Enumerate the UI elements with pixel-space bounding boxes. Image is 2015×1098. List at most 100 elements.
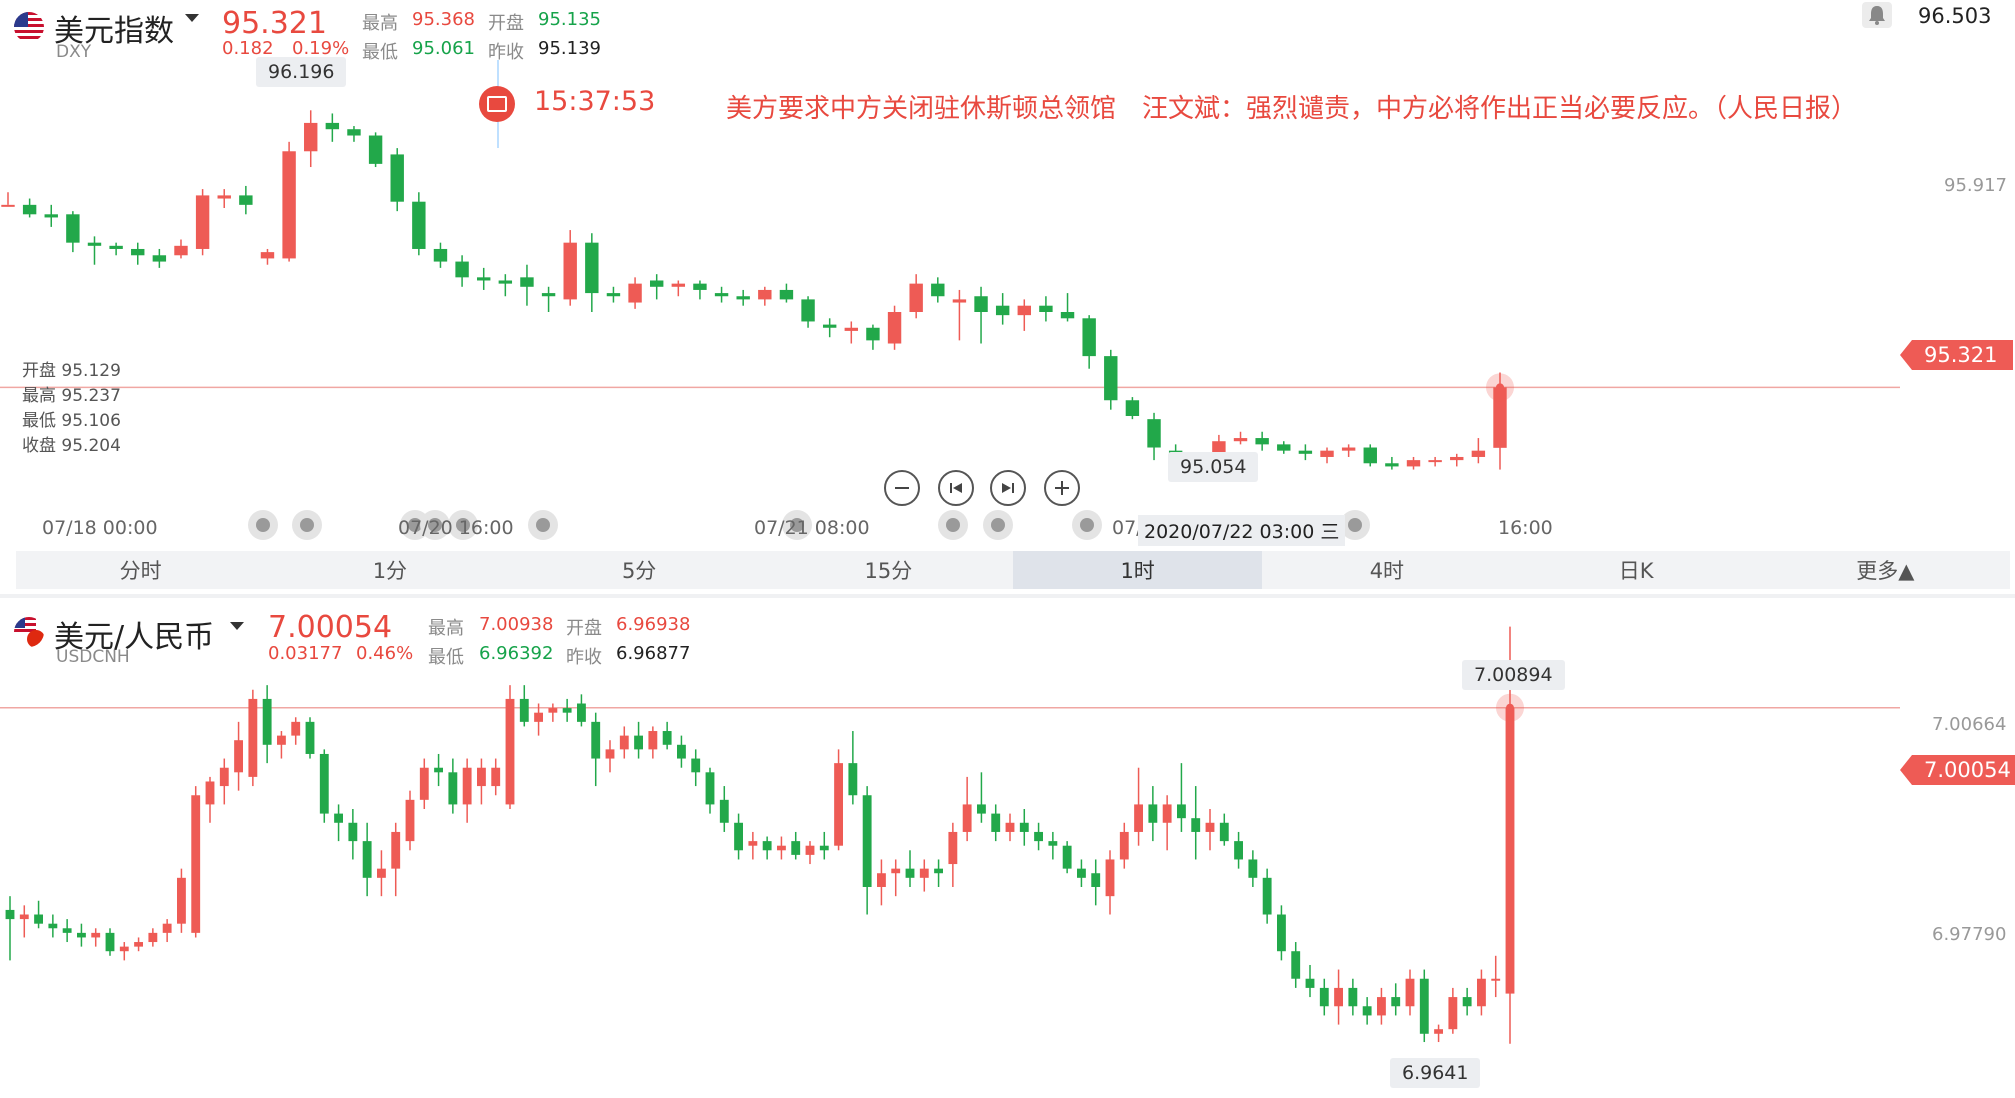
bottom-instrument-dropdown-icon[interactable] [230,622,244,630]
candle-body [505,698,515,805]
top-instrument-dropdown-icon[interactable] [185,14,199,22]
candle-body [1477,978,1486,1007]
event-marker-4[interactable] [420,510,450,540]
event-marker-5[interactable] [448,510,478,540]
candle-body [931,283,945,297]
tab-1hour[interactable]: 1时 [1013,551,1263,589]
candle-body [91,932,101,938]
top-current-price-tag: 95.321 [1900,340,2014,370]
tab-timeshare[interactable]: 分时 [119,559,162,583]
candle-body [195,195,210,249]
candle-body [177,877,186,924]
candle-body [491,767,501,787]
candle-body [498,280,513,284]
candle-body [1147,419,1161,448]
bottom-high-label: 最高 [428,618,464,639]
candle-body [1234,841,1243,860]
candle-body [748,841,758,846]
candle-body [377,868,386,878]
candle-body [1305,978,1315,988]
candle-body [362,841,372,878]
event-marker-1[interactable] [248,510,278,540]
bottom-instrument-name[interactable]: 美元/人民币 [54,620,215,655]
tab-4hour[interactable]: 4时 [1369,559,1405,583]
candle-body [262,698,272,745]
candle-body [606,293,621,297]
candle-body [819,845,829,851]
zoom-in-button[interactable] [1044,470,1080,506]
tab-5min[interactable]: 5分 [621,559,657,583]
candle-body [948,831,958,865]
candle-body [219,767,229,787]
event-marker-2[interactable] [292,510,322,540]
bottom-low-bubble: 6.9641 [1390,1058,1481,1088]
candle-body [605,749,615,759]
candle-body [1262,877,1272,915]
candle-body [1177,804,1186,819]
candle-body [234,740,243,773]
candle-body [304,122,318,152]
alert-value: 96.503 [1918,4,1992,28]
candle-body [477,767,486,787]
tab-more[interactable]: 更多▲ [1856,559,1915,583]
candle-body [691,758,701,773]
candle-body [991,813,1001,832]
candle-body [62,928,72,933]
event-marker-8[interactable] [938,510,968,540]
alert-bell-icon[interactable] [1862,2,1892,28]
event-marker-10[interactable] [1072,510,1102,540]
skip-forward-button[interactable] [990,470,1026,506]
candle-body [719,799,729,823]
bottom-axis-right-label: 7.00664 [1932,714,2007,735]
skip-back-button[interactable] [938,470,974,506]
event-marker-9[interactable] [983,510,1013,540]
candle-body [1434,1029,1443,1034]
candle-body [834,763,843,846]
candle-body [1391,997,1401,1007]
event-marker-6[interactable] [528,510,558,540]
candle-body [109,245,123,249]
tab-daily[interactable]: 日K [1618,559,1654,583]
candle-body [1017,305,1031,316]
candle-body [877,873,886,887]
candle-body [1082,318,1096,357]
candle-body [1320,450,1334,457]
candle-body [1105,859,1115,897]
top-instrument-code: DXY [56,42,92,62]
tab-1min[interactable]: 1分 [372,559,408,583]
candle-body [405,799,415,842]
candle-body [1148,804,1158,823]
x-tick-label: 07/21 08:00 [754,517,870,539]
candle-body [974,296,988,312]
zoom-out-button[interactable] [884,470,920,506]
bottom-price: 7.00054 [268,610,393,645]
candle-body [1125,400,1140,416]
candle-body [390,154,404,202]
candle-body [1091,873,1101,887]
candle-body [1039,305,1053,312]
usdcnh-candlestick-chart[interactable] [0,598,2015,1098]
candle-body [1428,460,1442,463]
candle-body [736,296,750,300]
candle-body [77,932,86,938]
candle-body [1248,859,1258,878]
tab-15min[interactable]: 15分 [864,559,913,583]
ohlc-open: 开盘 95.129 [22,361,121,381]
candle-body [1077,868,1086,878]
candle-body [1219,822,1229,842]
news-headline[interactable]: 美方要求中方关闭驻休斯顿总领馆 汪文斌：强烈谴责，中方必将作出正当必要反应。（人… [726,94,1858,124]
top-instrument-name[interactable]: 美元指数 [54,14,174,49]
candle-body [534,712,543,722]
candle-body [1419,978,1429,1034]
candle-body [1019,822,1029,832]
candle-body [619,735,629,750]
event-marker-7[interactable] [782,510,812,540]
candle-body [671,283,686,287]
candle-body [563,242,577,300]
bottom-current-price-tag: 7.00054 [1900,755,2015,785]
candle-body [368,135,383,164]
candle-body [1277,444,1291,451]
dxy-candlestick-chart[interactable] [0,0,2015,540]
candle-body [905,868,915,878]
news-marker-icon[interactable] [479,86,515,122]
